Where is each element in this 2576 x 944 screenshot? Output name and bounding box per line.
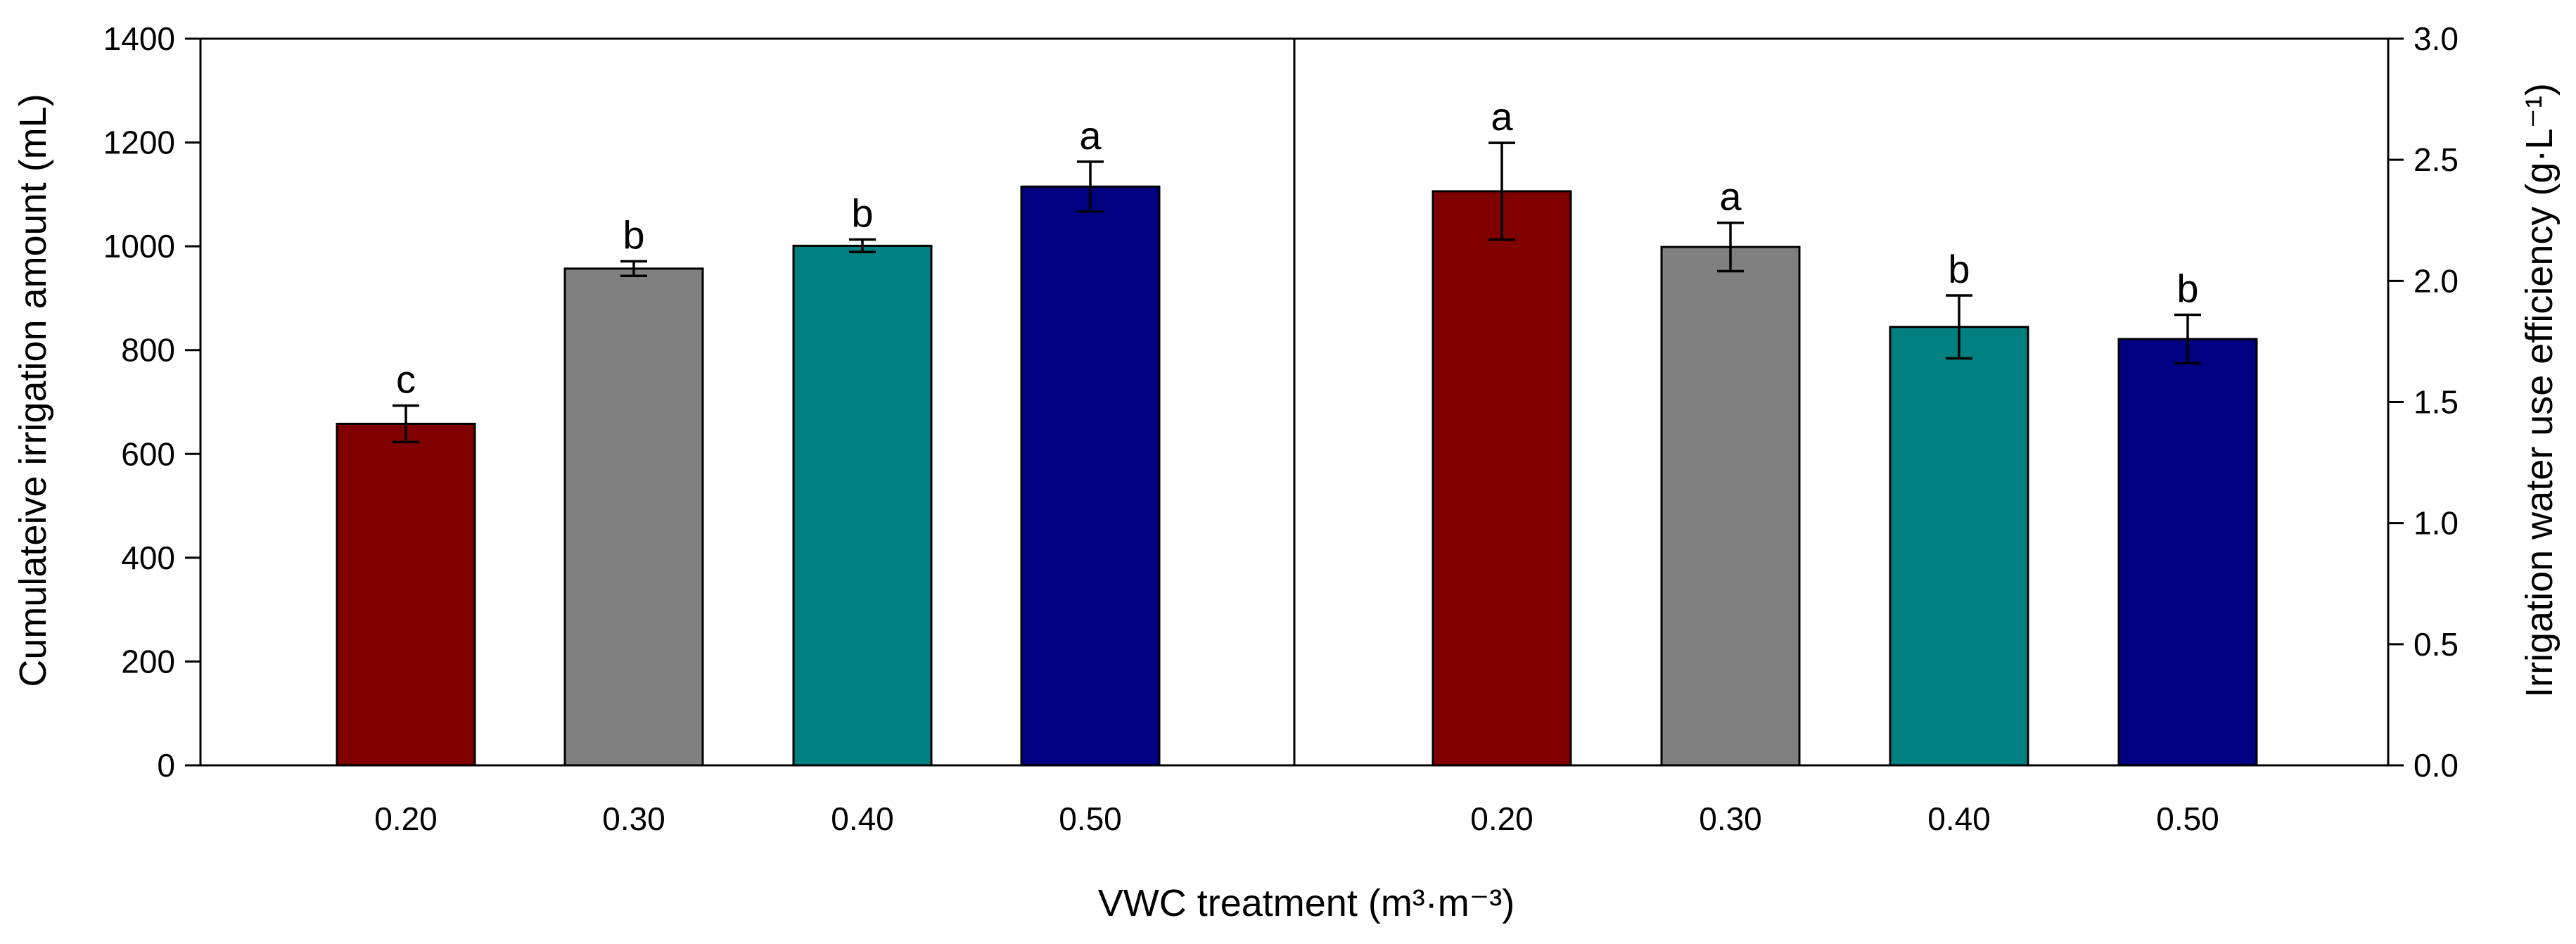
left-y-tick-label: 800 bbox=[121, 332, 175, 369]
left-y-axis-title: Cumulateive irrigation amount (mL) bbox=[12, 94, 54, 687]
bar bbox=[1432, 190, 1572, 767]
bar bbox=[563, 267, 704, 767]
x-tick-label: 0.20 bbox=[374, 801, 438, 837]
x-axis-title: VWC treatment (m³·m⁻³) bbox=[1098, 882, 1515, 924]
x-tick-label: 0.20 bbox=[1470, 801, 1534, 837]
right-y-tick-label: 0.0 bbox=[2414, 747, 2459, 784]
significance-letter: b bbox=[2176, 267, 2198, 311]
x-tick-label: 0.50 bbox=[1059, 801, 1122, 837]
bar bbox=[1020, 185, 1161, 767]
plot-frame bbox=[199, 37, 2390, 767]
right-y-tick-label: 0.5 bbox=[2414, 626, 2459, 663]
left-y-tick-label: 200 bbox=[121, 643, 175, 680]
right-y-tick-label: 3.0 bbox=[2414, 20, 2459, 57]
right-y-tick-label: 2.0 bbox=[2414, 262, 2459, 299]
x-axis: 0.20 0.30 0.40 0.50 0.20 0.30 0.40 0.50 bbox=[374, 801, 2219, 837]
x-tick-label: 0.30 bbox=[1699, 801, 1762, 837]
bar-series: c b b a a a b b bbox=[336, 94, 2258, 767]
left-y-tick-label: 1200 bbox=[103, 125, 175, 161]
right-y-tick-label: 1.0 bbox=[2414, 505, 2459, 542]
left-y-tick-label: 1000 bbox=[103, 228, 175, 264]
x-tick-label: 0.40 bbox=[831, 801, 894, 837]
right-y-axis-title: Irrigation water use efficiency (g·L⁻¹) bbox=[2518, 83, 2561, 698]
right-y-tick-label: 1.5 bbox=[2414, 384, 2459, 421]
bar bbox=[792, 244, 933, 767]
left-y-tick-label: 400 bbox=[121, 540, 175, 576]
right-y-tick-label: 2.5 bbox=[2414, 141, 2459, 178]
right-y-axis: 0.0 0.5 1.0 1.5 2.0 2.5 3.0 bbox=[2388, 20, 2459, 784]
significance-letter: a bbox=[1719, 174, 1742, 219]
significance-letter: b bbox=[1948, 247, 1970, 291]
x-tick-label: 0.50 bbox=[2156, 801, 2219, 837]
significance-letter: b bbox=[623, 213, 644, 257]
significance-letter: b bbox=[851, 191, 873, 236]
significance-letter: a bbox=[1079, 113, 1102, 158]
bar bbox=[1889, 326, 2029, 767]
x-tick-label: 0.30 bbox=[602, 801, 665, 837]
left-y-axis: 0 200 400 600 800 1000 1200 1400 bbox=[103, 20, 200, 784]
bar bbox=[1660, 245, 1801, 767]
bar bbox=[336, 422, 476, 767]
left-y-tick-label: 1400 bbox=[103, 20, 175, 57]
x-tick-label: 0.40 bbox=[1927, 801, 1991, 837]
left-y-tick-label: 600 bbox=[121, 435, 175, 472]
left-y-tick-label: 0 bbox=[157, 747, 175, 784]
significance-letter: a bbox=[1491, 94, 1513, 139]
bar bbox=[2117, 338, 2258, 767]
significance-letter: c bbox=[396, 357, 416, 402]
